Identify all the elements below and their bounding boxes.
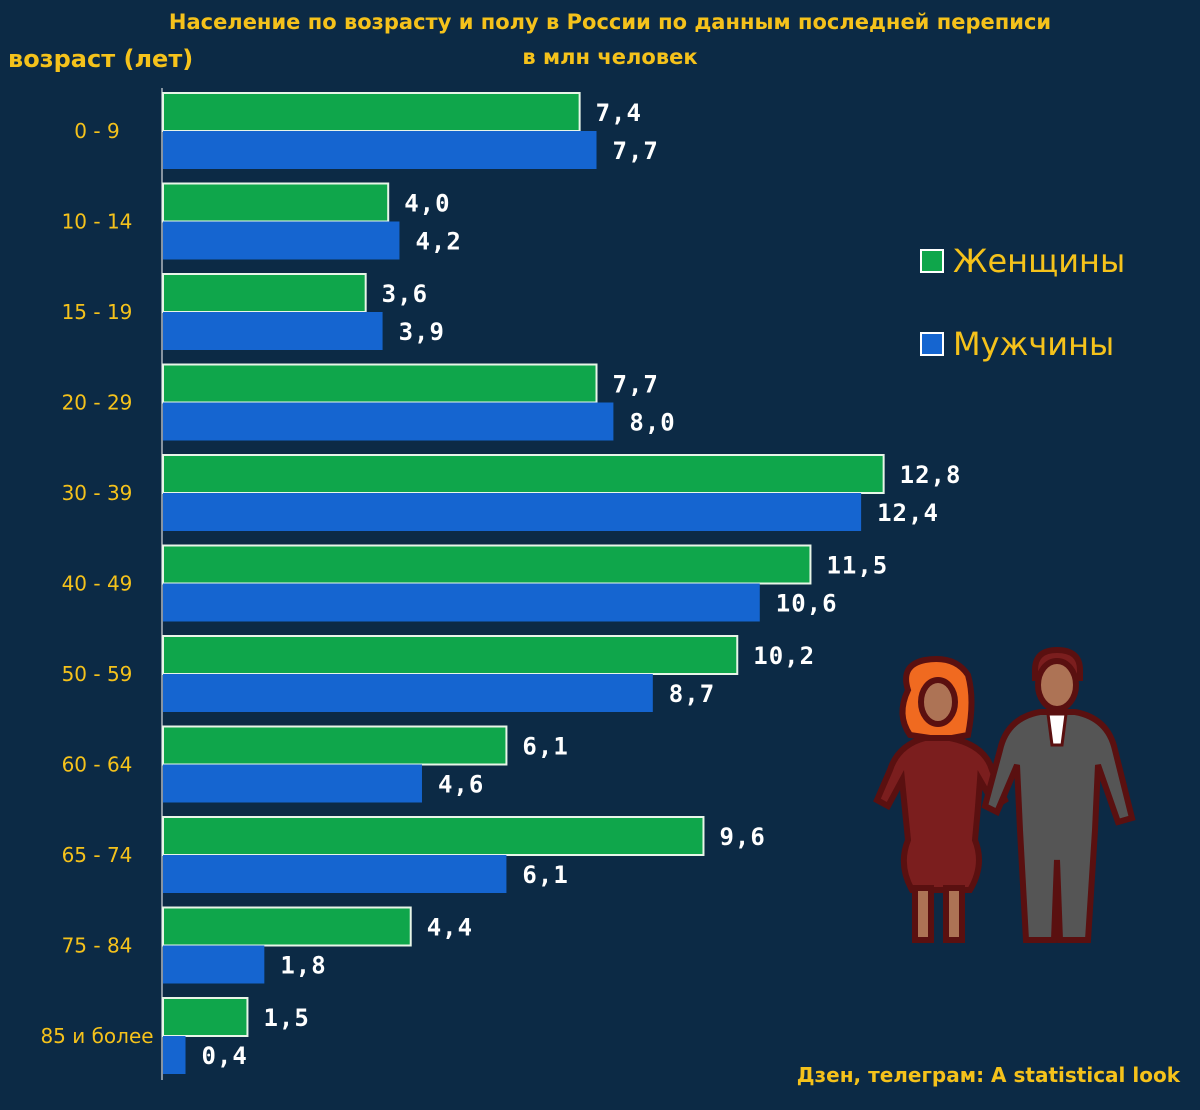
bar-women — [162, 454, 885, 494]
plot-area: 0 - 9 7,4 7,7 10 - 14 4,0 4,2 15 - 19 3,6 3,9 20 … — [40, 88, 962, 1080]
bar-women — [162, 182, 390, 223]
category-label: 30 - 39 — [62, 481, 133, 505]
data-label: 4,0 — [404, 190, 450, 218]
bar-women — [162, 635, 739, 675]
couple-icon — [873, 646, 1136, 943]
bar-men — [163, 674, 653, 712]
bar-women — [162, 363, 598, 404]
data-label: 8,7 — [669, 680, 715, 708]
data-label: 12,4 — [877, 499, 939, 527]
data-label: 12,8 — [900, 461, 962, 489]
bar-women — [162, 725, 508, 766]
legend-swatch — [920, 332, 944, 356]
data-label: 4,2 — [415, 228, 461, 256]
bar-women — [162, 997, 249, 1037]
category-label: 15 - 19 — [62, 300, 133, 324]
data-label: 7,7 — [613, 371, 659, 399]
bar-women — [162, 816, 705, 856]
data-label: 6,1 — [522, 733, 568, 761]
category-label: 40 - 49 — [62, 572, 133, 596]
category-label: 20 - 29 — [62, 391, 133, 415]
y-axis-label: возраст (лет) — [8, 45, 194, 73]
bar-men — [163, 493, 862, 531]
credit-text: Дзен, телеграм: A statistical look — [796, 1063, 1180, 1087]
legend-swatch — [920, 249, 944, 273]
data-label: 7,4 — [596, 99, 642, 127]
data-label: 1,8 — [280, 952, 326, 980]
legend: Женщины Мужчины — [920, 242, 1125, 363]
bar-men — [163, 312, 383, 350]
data-label: 3,6 — [382, 280, 428, 308]
bar-women — [162, 273, 367, 313]
chart-title: Население по возрасту и полу в России по… — [168, 10, 1052, 34]
category-label: 60 - 64 — [62, 753, 133, 777]
data-label: 9,6 — [719, 823, 765, 851]
data-label: 10,2 — [753, 642, 815, 670]
data-label: 1,5 — [263, 1004, 309, 1032]
legend-label: Мужчины — [953, 325, 1114, 363]
category-label: 85 и более — [40, 1024, 153, 1048]
data-label: 7,7 — [613, 137, 659, 165]
category-label: 10 - 14 — [62, 210, 133, 234]
chart-subtitle: в млн человек — [522, 45, 698, 69]
bar-men — [163, 1036, 186, 1074]
legend-label: Женщины — [953, 242, 1125, 280]
data-label: 3,9 — [399, 318, 445, 346]
man-figure — [981, 646, 1136, 943]
bar-women — [162, 906, 412, 947]
bar-men — [163, 221, 400, 260]
bar-men — [163, 945, 265, 984]
data-label: 8,0 — [629, 409, 675, 437]
bar-men — [163, 855, 507, 893]
category-label: 0 - 9 — [74, 119, 119, 143]
data-label: 4,6 — [438, 771, 484, 799]
data-label: 6,1 — [522, 861, 568, 889]
bar-women — [162, 92, 581, 132]
bar-men — [163, 402, 614, 441]
category-label: 65 - 74 — [62, 843, 133, 867]
bar-men — [163, 131, 597, 169]
category-label: 75 - 84 — [62, 934, 133, 958]
data-label: 10,6 — [776, 590, 838, 618]
data-label: 11,5 — [826, 552, 888, 580]
category-label: 50 - 59 — [62, 662, 133, 686]
data-label: 0,4 — [202, 1042, 248, 1070]
bar-women — [162, 544, 812, 585]
woman-figure — [873, 656, 1009, 943]
bar-men — [163, 764, 422, 803]
data-label: 4,4 — [427, 914, 473, 942]
bar-men — [163, 583, 760, 622]
